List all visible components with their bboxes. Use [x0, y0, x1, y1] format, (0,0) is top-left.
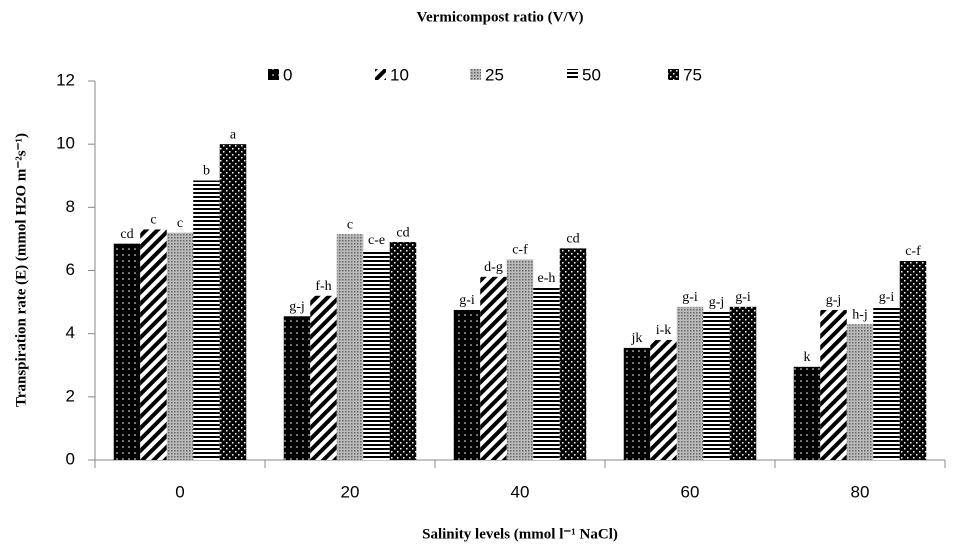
- bar: [623, 347, 651, 460]
- x-tick-label: 60: [681, 482, 700, 501]
- legend-title: Vermicompost ratio (V/V): [417, 9, 584, 25]
- bar-letter: cd: [120, 227, 133, 242]
- bar-letter: g-j: [826, 293, 842, 308]
- bar-letter: g-j: [709, 295, 725, 310]
- bar: [219, 144, 247, 460]
- bar-letter: g-i: [879, 290, 895, 305]
- bar: [363, 249, 390, 460]
- y-tick-label: 12: [56, 70, 75, 89]
- bar: [820, 309, 847, 460]
- legend-label: 50: [582, 65, 601, 84]
- bar-letter: c-e: [368, 233, 385, 248]
- bar-letter: g-i: [735, 290, 751, 305]
- bar-letter: h-j: [852, 307, 868, 322]
- legend-label: 0: [283, 65, 292, 84]
- bar: [873, 306, 900, 460]
- y-axis-title: Transpiration rate (E) (mmol H2O m⁻²s⁻¹): [13, 133, 29, 407]
- bar-letter: c: [150, 213, 156, 228]
- bar-letter: k: [804, 350, 811, 365]
- bar-letter: f-h: [315, 279, 331, 294]
- bar-letter: c-f: [512, 243, 528, 258]
- bar: [283, 316, 311, 460]
- legend-swatch: [470, 69, 481, 80]
- bar: [166, 232, 194, 460]
- y-tick-label: 4: [66, 323, 75, 342]
- bar: [650, 339, 677, 460]
- bar-letter: cd: [566, 232, 579, 247]
- bar: [113, 243, 141, 460]
- y-tick-label: 10: [56, 134, 75, 153]
- bar-letter: b: [203, 164, 210, 179]
- bar-letter: jk: [631, 331, 643, 346]
- bar-letter: g-i: [682, 290, 698, 305]
- bar: [899, 261, 927, 460]
- bar: [193, 180, 220, 461]
- x-axis-title: Salinity levels (mmol l⁻¹ NaCl): [422, 526, 618, 542]
- bar-letter: a: [230, 127, 237, 142]
- bar-letter: c: [347, 217, 353, 232]
- bar-letter: i-k: [656, 323, 672, 338]
- bar-letter: e-h: [538, 271, 556, 286]
- bar-letter: c-f: [905, 244, 921, 259]
- bar: [336, 234, 364, 460]
- x-tick-label: 40: [511, 482, 530, 501]
- bar-letter: d-g: [484, 260, 503, 275]
- bar: [676, 306, 704, 460]
- legend-swatch: [268, 69, 279, 80]
- legend-swatch: [375, 69, 386, 80]
- bar-letter: cd: [396, 225, 409, 240]
- legend-label: 75: [683, 65, 702, 84]
- y-tick-label: 0: [66, 449, 75, 468]
- x-tick-label: 0: [175, 482, 184, 501]
- bar: [559, 248, 587, 460]
- bar: [310, 295, 337, 460]
- bar: [140, 229, 167, 460]
- legend-swatch: [668, 69, 679, 80]
- bar: [703, 311, 730, 460]
- y-tick-label: 2: [66, 386, 75, 405]
- y-tick-label: 6: [66, 260, 75, 279]
- bar: [453, 309, 481, 460]
- legend-swatch: [567, 69, 578, 80]
- bar: [506, 259, 534, 460]
- legend-label: 10: [390, 65, 409, 84]
- y-tick-label: 8: [66, 197, 75, 216]
- bar: [729, 306, 757, 460]
- bar: [480, 276, 507, 460]
- bar: [846, 324, 874, 460]
- x-tick-label: 20: [341, 482, 360, 501]
- bar-letter: g-i: [459, 293, 475, 308]
- bar-letter: g-j: [289, 300, 305, 315]
- x-tick-label: 80: [851, 482, 870, 501]
- bar: [533, 287, 560, 460]
- bar-letter: c: [177, 216, 183, 231]
- legend-label: 25: [485, 65, 504, 84]
- bar: [389, 242, 417, 460]
- bar: [793, 366, 821, 460]
